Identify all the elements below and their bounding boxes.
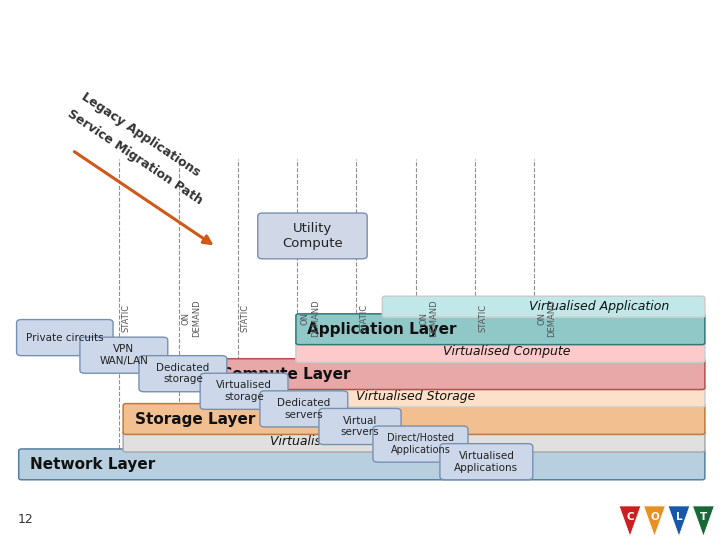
- Text: Utility
Compute: Utility Compute: [282, 222, 343, 250]
- Polygon shape: [619, 506, 641, 536]
- Text: 12: 12: [18, 512, 34, 526]
- Text: STATIC: STATIC: [240, 304, 250, 332]
- Text: Storage Layer: Storage Layer: [135, 411, 255, 427]
- Text: Virtual
servers: Virtual servers: [341, 416, 379, 437]
- FancyBboxPatch shape: [17, 320, 113, 356]
- Text: O: O: [650, 512, 659, 522]
- Text: Virtualised
storage: Virtualised storage: [216, 381, 272, 402]
- Text: ON
DEMAND: ON DEMAND: [537, 299, 557, 337]
- Text: Network Layer: Network Layer: [30, 457, 156, 472]
- FancyBboxPatch shape: [123, 403, 705, 434]
- Text: 1. Legacy applications - Services migration layers: 1. Legacy applications - Services migrat…: [16, 21, 618, 41]
- Text: Virtualised Network: Virtualised Network: [270, 435, 393, 448]
- Text: ON
DEMAND: ON DEMAND: [300, 299, 320, 337]
- Polygon shape: [668, 506, 690, 536]
- Text: Virtualised Storage: Virtualised Storage: [356, 390, 476, 403]
- Text: Dedicated
storage: Dedicated storage: [156, 363, 210, 384]
- Text: VPN
WAN/LAN: VPN WAN/LAN: [99, 345, 148, 366]
- FancyBboxPatch shape: [319, 408, 401, 444]
- Text: Application Layer: Application Layer: [307, 322, 457, 337]
- FancyBboxPatch shape: [258, 213, 367, 259]
- Text: Virtualised Compute: Virtualised Compute: [443, 345, 570, 358]
- Text: Direct/Hosted
Applications: Direct/Hosted Applications: [387, 433, 454, 455]
- Polygon shape: [693, 506, 714, 536]
- Text: ON
DEMAND: ON DEMAND: [419, 299, 438, 337]
- FancyBboxPatch shape: [440, 444, 533, 480]
- FancyBboxPatch shape: [19, 449, 705, 480]
- Text: STATIC: STATIC: [122, 304, 131, 332]
- Text: ON
DEMAND: ON DEMAND: [181, 299, 201, 337]
- Text: Virtualised
Applications: Virtualised Applications: [454, 451, 518, 472]
- Text: STATIC: STATIC: [359, 304, 368, 332]
- Text: Compute Layer: Compute Layer: [221, 367, 351, 382]
- Text: STATIC: STATIC: [478, 304, 487, 332]
- FancyBboxPatch shape: [123, 431, 705, 452]
- Polygon shape: [644, 506, 665, 536]
- FancyBboxPatch shape: [296, 341, 705, 362]
- Text: Service Migration Path: Service Migration Path: [65, 107, 204, 207]
- FancyBboxPatch shape: [382, 296, 705, 318]
- FancyBboxPatch shape: [210, 386, 705, 407]
- Text: Virtualised Application: Virtualised Application: [529, 300, 670, 313]
- FancyBboxPatch shape: [200, 373, 288, 409]
- Text: Legacy Applications: Legacy Applications: [79, 90, 202, 179]
- Text: Private circuits: Private circuits: [26, 333, 104, 342]
- FancyBboxPatch shape: [296, 314, 705, 345]
- Text: Dedicated
servers: Dedicated servers: [277, 398, 330, 420]
- Text: T: T: [700, 512, 707, 522]
- FancyBboxPatch shape: [260, 391, 348, 427]
- FancyBboxPatch shape: [139, 356, 227, 392]
- FancyBboxPatch shape: [210, 359, 705, 389]
- FancyBboxPatch shape: [80, 337, 168, 373]
- Text: L: L: [675, 512, 683, 522]
- FancyBboxPatch shape: [373, 426, 468, 462]
- Text: C: C: [626, 512, 634, 522]
